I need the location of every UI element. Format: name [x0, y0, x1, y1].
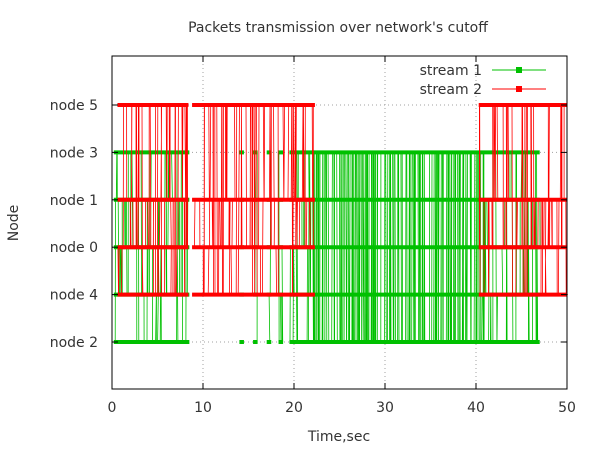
legend-marker [516, 86, 522, 92]
legend-marker [516, 67, 522, 73]
x-tick-label: 10 [194, 400, 212, 416]
y-axis-label: Node [6, 205, 22, 242]
series-stream-2 [117, 103, 568, 297]
x-tick-label: 20 [285, 400, 303, 416]
ticks-layer: 0 10 20 30 40 50 node 2 node 4 node 0 node 1 node … [50, 56, 576, 416]
series-layer [113, 103, 568, 344]
y-tick-label: node 2 [50, 335, 98, 351]
y-tick-label: node 4 [50, 288, 98, 304]
x-tick-label: 50 [558, 400, 576, 416]
y-tick-label: node 1 [50, 193, 98, 209]
plot-frame [111, 55, 568, 390]
legend-label: stream 1 [420, 63, 482, 79]
chart-title: Packets transmission over network's cuto… [188, 20, 488, 36]
y-tick-label: node 0 [50, 240, 98, 256]
legend-label: stream 2 [420, 82, 482, 98]
x-axis-label: Time,sec [307, 429, 370, 445]
x-tick-label: 40 [467, 400, 485, 416]
legend: stream 1 stream 2 [420, 63, 546, 98]
x-tick-label: 0 [108, 400, 117, 416]
y-tick-label: node 3 [50, 145, 98, 161]
y-tick-label: node 5 [50, 98, 98, 114]
x-tick-label: 30 [376, 400, 394, 416]
